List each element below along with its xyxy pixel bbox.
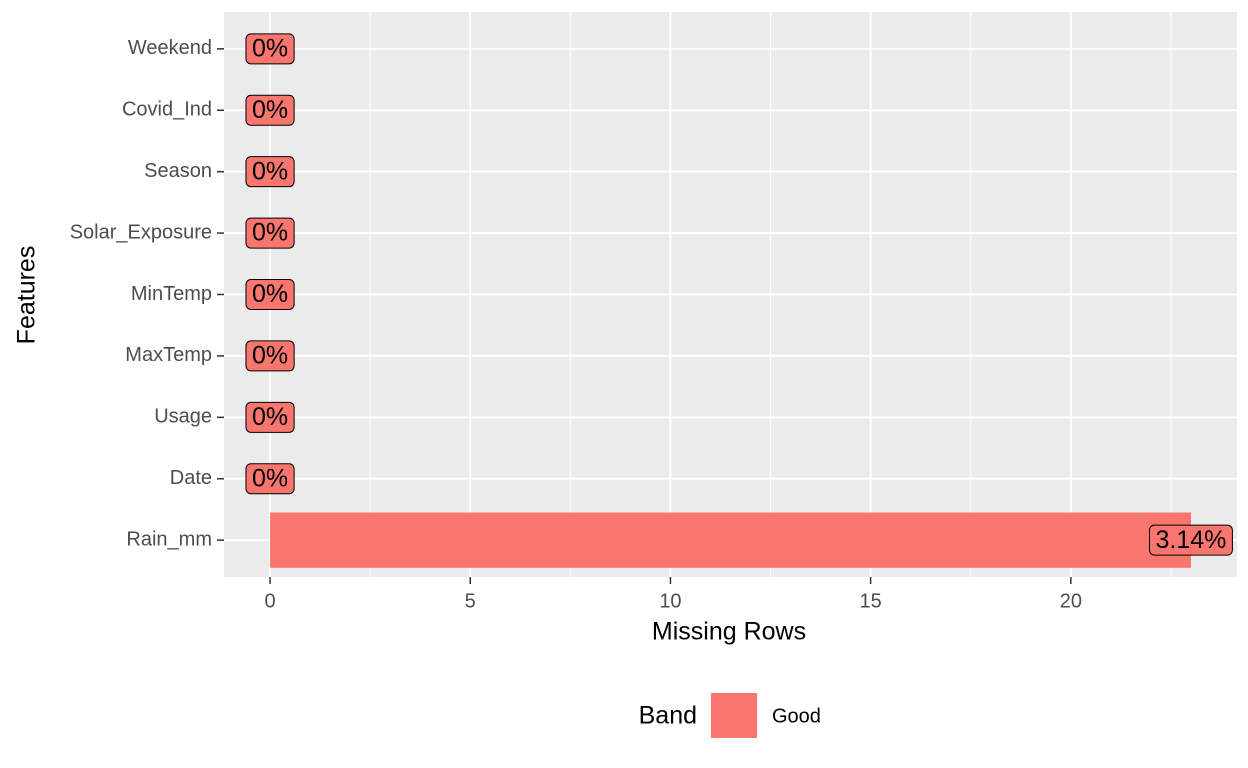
x-tick-label: 15 (860, 590, 882, 612)
data-label: 0% (245, 33, 295, 65)
data-label-text: 0% (252, 403, 288, 431)
x-tick-label: 20 (1060, 590, 1082, 612)
y-tick-label: Usage (154, 406, 212, 428)
data-label: 0% (245, 340, 295, 372)
data-label-text: 0% (252, 219, 288, 247)
data-label-text: 0% (252, 34, 288, 62)
legend-label: Good (772, 705, 821, 727)
legend-key (711, 693, 757, 738)
data-label-box (245, 279, 295, 310)
data-label-box (245, 217, 295, 249)
y-tick-label: MinTemp (131, 283, 212, 305)
y-tick-label: Solar_Exposure (70, 221, 212, 243)
data-label-text: 0% (252, 342, 288, 370)
data-label: 3.14% (1149, 524, 1233, 556)
data-label-text: 0% (252, 96, 288, 124)
y-tick-label: Season (144, 160, 212, 182)
y-tick-label: Rain_mm (126, 528, 212, 550)
data-label-box (245, 401, 295, 433)
data-label: 0% (245, 217, 295, 249)
data-label-text: 3.14% (1156, 526, 1227, 554)
y-tick-label: Covid_Ind (122, 99, 212, 121)
y-tick-label: Date (170, 467, 212, 489)
y-axis-title: Features (13, 246, 41, 345)
y-tick-label: Weekend (128, 37, 212, 59)
data-label-box (245, 94, 295, 126)
data-label-box (245, 340, 295, 372)
data-label: 0% (245, 94, 295, 126)
marks: 0% 0% 0% 0% 0% 0% 0% 0% 3.14% (245, 33, 1233, 568)
data-label-text: 0% (252, 280, 288, 308)
data-label-text: 0% (252, 157, 288, 185)
x-axis-title: Missing Rows (652, 618, 806, 646)
data-label-box (1149, 524, 1233, 556)
data-label: 0% (245, 156, 295, 188)
data-label-box (245, 463, 295, 495)
y-tick-label: MaxTemp (125, 344, 212, 366)
x-tick-label: 5 (465, 590, 476, 612)
x-tick-label: 0 (264, 590, 275, 612)
data-label: 0% (245, 401, 295, 433)
data-label: 0% (245, 463, 295, 495)
data-label: 0% (245, 279, 295, 310)
legend-title: Band (639, 702, 697, 730)
x-tick-label: 10 (659, 590, 681, 612)
data-label-box (245, 33, 295, 65)
data-label-text: 0% (252, 464, 288, 492)
data-label-box (245, 156, 295, 188)
bar (270, 512, 1191, 568)
